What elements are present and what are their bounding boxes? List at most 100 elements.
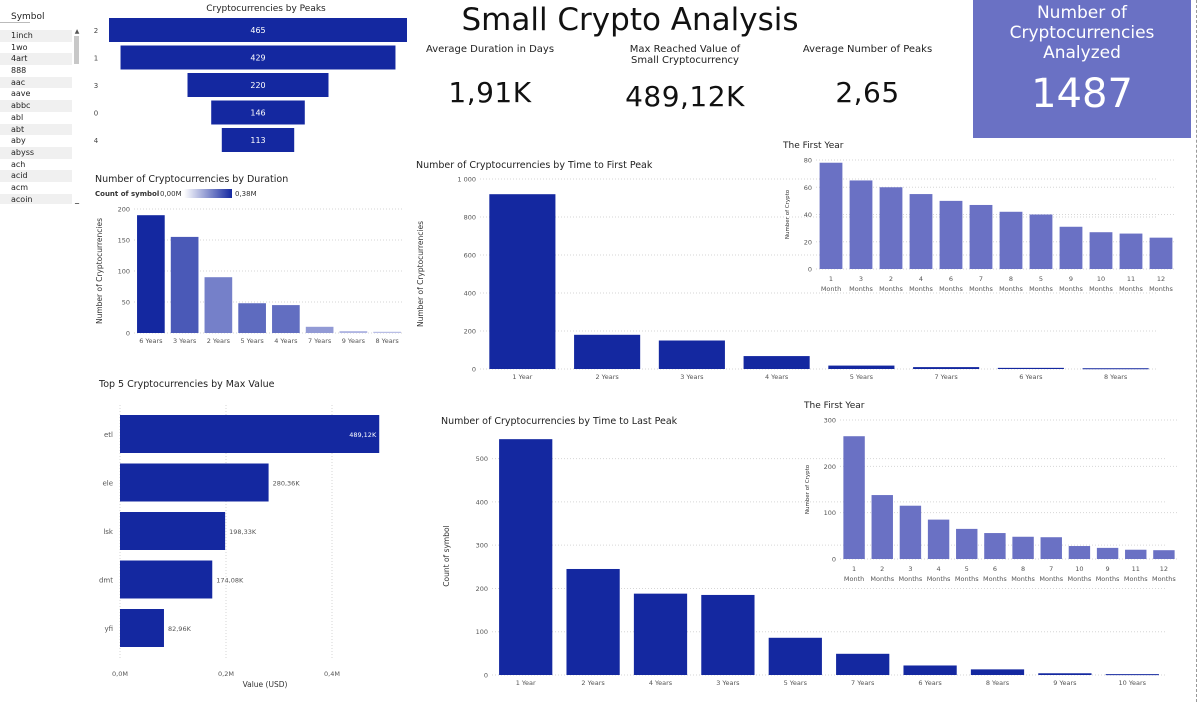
scroll-thumb[interactable]: [74, 36, 79, 64]
last-peak-bar[interactable]: [970, 669, 1025, 675]
funnel-bar[interactable]: [109, 18, 407, 42]
first-peak-bar[interactable]: [828, 365, 895, 369]
first-year-b-xtick-label: Months: [1152, 575, 1176, 583]
first-year-a-bar[interactable]: [909, 194, 933, 269]
first-peak-bar[interactable]: [743, 356, 810, 369]
first-year-a-bar[interactable]: [969, 204, 993, 269]
avg-peaks-label: Average Number of Peaks: [802, 44, 933, 55]
slicer-item[interactable]: aby: [11, 136, 26, 146]
top5-xtick-label: 0,0M: [112, 670, 128, 678]
first-year-b-bar[interactable]: [1096, 547, 1119, 559]
last-peak-bar[interactable]: [768, 637, 822, 675]
funnel-bar[interactable]: [211, 100, 305, 125]
first-year-a-bar[interactable]: [1059, 226, 1083, 269]
last-peak-bar[interactable]: [836, 653, 890, 675]
funnel-bar[interactable]: [221, 128, 295, 152]
first-year-a-xtick-label: Months: [909, 285, 933, 293]
first-peak-bar[interactable]: [913, 367, 980, 369]
first-peak-xtick-label: 3 Years: [680, 373, 704, 381]
first-year-a-xtick-label: 7: [979, 275, 983, 283]
slicer-item[interactable]: abt: [0, 123, 72, 136]
first-year-b-bar[interactable]: [871, 495, 893, 559]
first-year-a-bar[interactable]: [849, 180, 873, 269]
last-peak-bar[interactable]: [633, 593, 688, 675]
first-peak-bar[interactable]: [574, 334, 641, 369]
first-peak-bar[interactable]: [1082, 368, 1149, 370]
first-year-b-bar[interactable]: [1125, 549, 1147, 559]
scroll-up-icon[interactable]: ▲: [74, 28, 80, 35]
top5-bar[interactable]: [120, 560, 213, 599]
slicer-item[interactable]: acid: [0, 170, 72, 182]
first-year-b-bar[interactable]: [984, 533, 1006, 559]
slicer-item[interactable]: 1inch: [0, 30, 72, 42]
first-year-a-bar[interactable]: [1149, 237, 1173, 269]
duration-title: Number of Cryptocurrencies by Duration: [95, 174, 288, 185]
first-year-b-bar[interactable]: [1068, 546, 1091, 559]
first-year-a-bar[interactable]: [819, 162, 843, 269]
slicer-scrollbar[interactable]: ▲ ▼: [73, 28, 81, 204]
slicer-item[interactable]: aave: [11, 89, 31, 99]
last-peak-bar[interactable]: [566, 568, 620, 675]
duration-bar[interactable]: [238, 303, 266, 333]
last-peak-bar[interactable]: [1038, 673, 1092, 675]
top5-bar[interactable]: [120, 512, 226, 550]
duration-bar[interactable]: [272, 305, 300, 333]
funnel-bar[interactable]: [187, 73, 329, 97]
first-year-b-bar[interactable]: [1040, 537, 1062, 559]
slicer-item[interactable]: abbc: [0, 100, 72, 112]
duration-bar[interactable]: [339, 331, 368, 333]
duration-bar[interactable]: [373, 331, 401, 333]
slicer-item[interactable]: 4art: [0, 53, 72, 66]
first-year-a-xtick-label: 10: [1097, 275, 1105, 283]
last-peak-bar[interactable]: [701, 594, 755, 675]
top5-bar[interactable]: [120, 463, 269, 502]
first-year-a-bar[interactable]: [939, 200, 963, 269]
first-year-b-bar[interactable]: [899, 505, 922, 559]
slicer-item[interactable]: aac: [0, 76, 72, 89]
first-peak-bar[interactable]: [658, 340, 725, 370]
first-year-b-xtick-label: 1: [852, 565, 856, 573]
slicer-item[interactable]: 1wo: [11, 42, 28, 52]
duration-legend-bar: [184, 189, 232, 198]
slicer-item[interactable]: 888: [11, 66, 27, 76]
slicer-item[interactable]: abyss: [0, 146, 72, 159]
top5-bar[interactable]: [120, 609, 164, 647]
slicer-item[interactable]: abl: [11, 112, 24, 122]
first-peak-bar[interactable]: [489, 194, 556, 369]
first-year-a-bar[interactable]: [999, 211, 1023, 269]
top5-bar[interactable]: [120, 415, 380, 453]
last-peak-bar[interactable]: [903, 665, 957, 675]
first-year-a-bar[interactable]: [1119, 233, 1143, 269]
funnel-bar[interactable]: [120, 45, 396, 70]
first-year-a-bar[interactable]: [1029, 214, 1053, 270]
first-peak-ytick-label: 200: [464, 328, 476, 336]
duration-bar[interactable]: [204, 277, 233, 333]
duration-ytick-label: 150: [118, 237, 130, 245]
slicer-item[interactable]: acm: [11, 182, 29, 192]
first-year-b-bar[interactable]: [927, 519, 950, 559]
scroll-down-icon[interactable]: ▼: [73, 202, 81, 204]
first-year-b-bar[interactable]: [843, 436, 865, 559]
slicer-item[interactable]: ach: [11, 159, 26, 169]
last-peak-bar[interactable]: [1105, 674, 1159, 676]
first-year-a-bar[interactable]: [879, 187, 903, 269]
first-year-b-bar[interactable]: [1012, 536, 1034, 559]
first-year-b-bar[interactable]: [1153, 550, 1175, 559]
funnel-data-label: 429: [250, 54, 265, 63]
first-year-a-xtick-label: Months: [999, 285, 1023, 293]
first-year-a-xtick-label: Months: [849, 285, 873, 293]
duration-bar[interactable]: [170, 236, 199, 333]
top5-category-label: etl: [104, 431, 113, 439]
symbol-slicer[interactable]: Symbol 1inch 1wo 4art 888 aac aave abbc abl abt a…: [0, 12, 82, 204]
slicer-list[interactable]: 1inch 1wo 4art 888 aac aave abbc abl abt aby abyss…: [0, 30, 72, 204]
duration-xtick-label: 5 Years: [240, 337, 264, 345]
duration-bar[interactable]: [305, 326, 334, 333]
first-year-b-bar[interactable]: [956, 528, 978, 559]
slicer-item[interactable]: acoin: [0, 193, 72, 204]
first-year-b-ytick-label: 200: [824, 463, 836, 471]
first-peak-bar[interactable]: [997, 367, 1064, 369]
last-peak-bar[interactable]: [499, 439, 553, 675]
first-year-a-bar[interactable]: [1089, 232, 1113, 269]
duration-bar[interactable]: [137, 215, 165, 333]
duration-ytick-label: 200: [118, 206, 130, 214]
